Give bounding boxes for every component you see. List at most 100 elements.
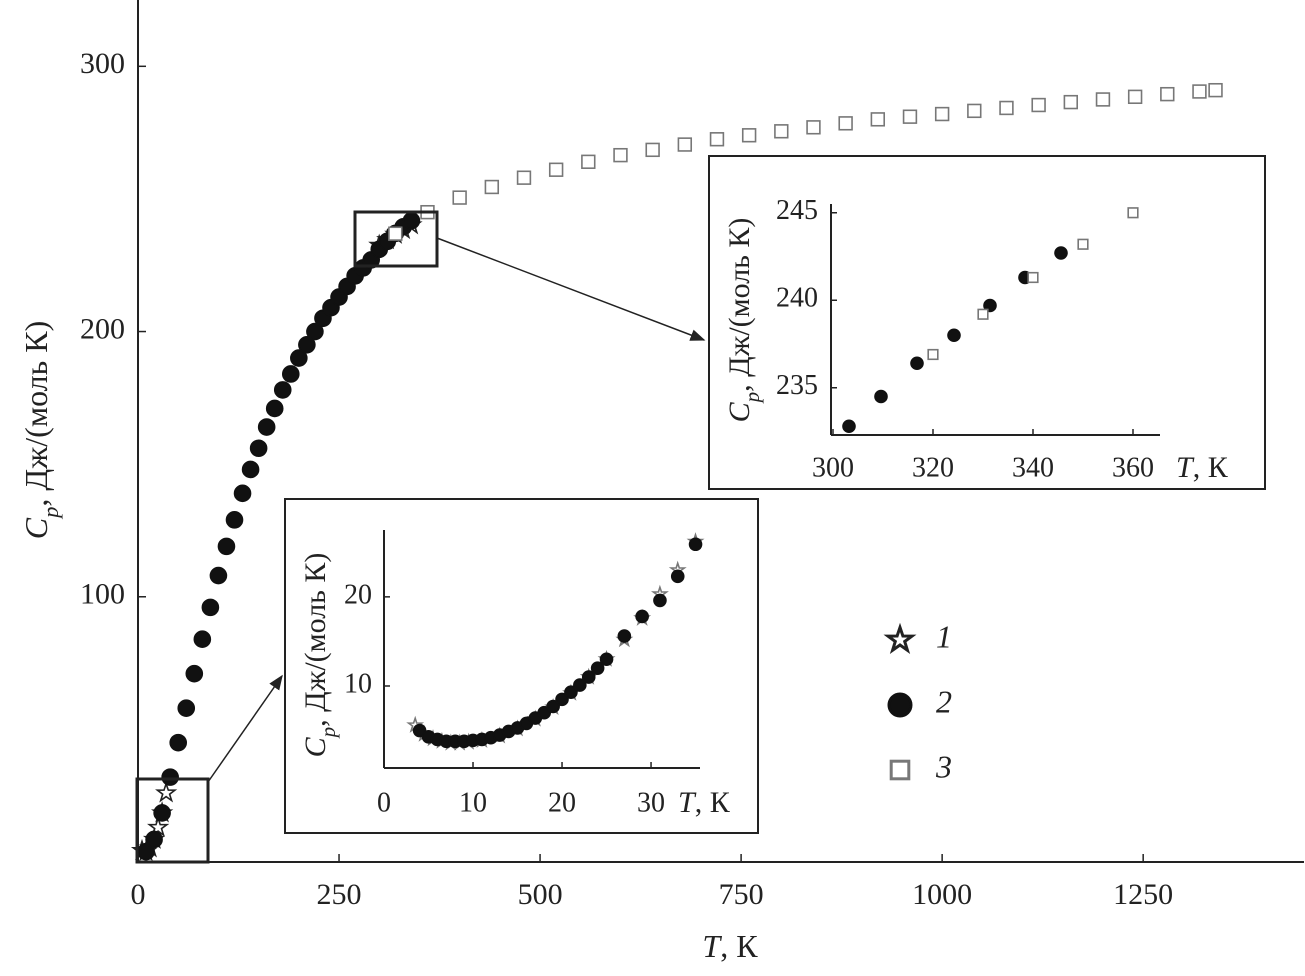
x-unit: , К: [1193, 451, 1229, 484]
marker-circle: [298, 335, 316, 354]
marker-square: [741, 128, 757, 143]
marker-circle: [290, 349, 308, 367]
x-tick-label: 1250: [1113, 878, 1173, 911]
marker-circle: [564, 685, 578, 700]
y-tick-label: 300: [80, 47, 125, 80]
x-axis-label: T, К: [702, 928, 758, 964]
x-tick-label: 10: [459, 787, 487, 818]
legend-label: 1: [936, 618, 952, 654]
marker-square: [1027, 271, 1039, 284]
y-tick-label: 200: [80, 312, 125, 345]
y-symbol: C: [723, 401, 756, 422]
marker-square: [1127, 89, 1143, 105]
marker-square: [1077, 238, 1089, 250]
marker-circle: [209, 566, 228, 585]
x-tick-label: 250: [317, 878, 362, 911]
marker-circle: [201, 598, 220, 617]
marker-star: [155, 781, 178, 803]
marker-circle: [193, 630, 212, 649]
marker-circle: [145, 830, 163, 849]
y-subscript: p: [38, 507, 63, 520]
marker-circle: [169, 733, 188, 752]
marker-circle: [177, 699, 196, 717]
legend-label: 2: [936, 683, 952, 719]
y-axis-label: Cp, Дж/(моль К): [723, 218, 764, 423]
marker-square: [838, 116, 853, 131]
marker-square: [709, 132, 725, 147]
y-tick-label: 10: [344, 668, 372, 699]
x-tick-label: 20: [548, 787, 576, 818]
marker-square: [452, 190, 467, 205]
marker-circle: [653, 593, 667, 608]
marker-square: [548, 162, 564, 177]
marker-star: [147, 815, 170, 838]
x-tick-label: 0: [377, 787, 391, 818]
marker-circle: [281, 365, 300, 383]
x-unit: , К: [695, 786, 731, 819]
inset-low: 0 10 20 30 10 20 T, К Cp, Дж/(моль К): [284, 498, 759, 834]
marker-circle: [306, 322, 324, 341]
y-unit: , Дж/(моль К): [18, 321, 54, 507]
marker-square: [934, 106, 950, 122]
marker-circle: [910, 356, 924, 371]
marker-circle: [546, 699, 560, 714]
marker-circle: [581, 670, 596, 684]
y-tick-label: 240: [776, 283, 818, 314]
marker-circle: [947, 328, 961, 343]
marker-square: [1160, 86, 1175, 102]
marker-square: [613, 147, 628, 163]
marker-square: [484, 179, 500, 195]
legend-label: 3: [935, 748, 952, 784]
marker-square: [927, 348, 939, 361]
y-tick-label: 100: [80, 578, 125, 611]
x-tick-label: 300: [812, 452, 854, 483]
legend-marker: [889, 759, 911, 781]
marker-circle: [599, 652, 614, 667]
marker-circle: [555, 692, 569, 707]
y-symbol: C: [299, 736, 332, 757]
marker-circle: [1054, 246, 1068, 260]
marker-circle: [161, 768, 179, 786]
marker-circle: [249, 439, 268, 458]
x-unit: , К: [720, 928, 758, 964]
marker-square: [806, 120, 821, 135]
marker-circle: [688, 537, 703, 552]
marker-square: [677, 137, 693, 152]
zoom-box: [353, 210, 439, 268]
legend-marker: [883, 622, 917, 654]
marker-square: [581, 154, 596, 169]
inset-frame: [708, 155, 1266, 490]
marker-square: [902, 109, 918, 124]
marker-square: [1127, 207, 1139, 219]
y-unit: , Дж/(моль К): [723, 218, 756, 392]
marker-square: [1208, 82, 1223, 98]
marker-circle: [225, 511, 244, 529]
y-symbol: C: [18, 517, 54, 539]
marker-circle: [670, 569, 685, 584]
marker-circle: [617, 629, 632, 643]
marker-circle: [241, 460, 260, 479]
marker-circle: [233, 484, 252, 503]
y-axis-label: Cp, Дж/(моль К): [18, 321, 62, 539]
marker-circle: [635, 609, 649, 624]
x-tick-label: 30: [637, 787, 665, 818]
marker-circle: [402, 211, 421, 230]
marker-square: [999, 100, 1014, 116]
x-tick-label: 750: [719, 878, 764, 911]
zoom-arrow: [207, 674, 283, 783]
x-symbol: T: [702, 928, 722, 964]
zoom-arrow: [436, 237, 706, 341]
marker-circle: [842, 419, 856, 434]
marker-circle: [265, 399, 284, 418]
x-tick-label: 320: [912, 452, 954, 483]
marker-square: [967, 103, 982, 119]
y-subscript: p: [740, 392, 764, 405]
marker-square: [1192, 84, 1207, 99]
marker-square: [1031, 97, 1046, 113]
marker-circle: [590, 661, 605, 675]
marker-square: [977, 308, 989, 320]
marker-square: [1095, 92, 1111, 107]
x-axis-label: T, К: [1176, 451, 1229, 484]
marker-circle: [573, 678, 587, 692]
